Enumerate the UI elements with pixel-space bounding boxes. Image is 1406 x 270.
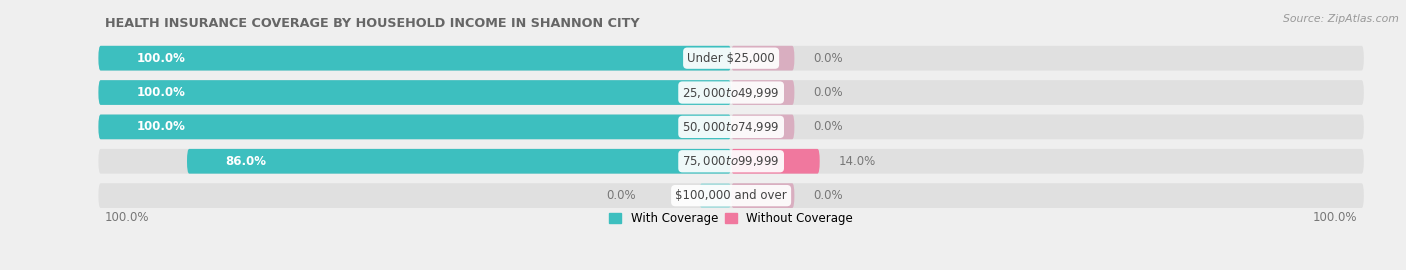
Text: Source: ZipAtlas.com: Source: ZipAtlas.com [1284,14,1399,23]
Text: 14.0%: 14.0% [838,155,876,168]
Text: 0.0%: 0.0% [813,86,844,99]
FancyBboxPatch shape [731,183,794,208]
Text: 0.0%: 0.0% [606,189,636,202]
Text: $50,000 to $74,999: $50,000 to $74,999 [682,120,780,134]
Text: 0.0%: 0.0% [813,189,844,202]
Text: 100.0%: 100.0% [104,211,149,224]
FancyBboxPatch shape [98,46,1364,70]
Text: Under $25,000: Under $25,000 [688,52,775,65]
Text: $100,000 and over: $100,000 and over [675,189,787,202]
Text: 100.0%: 100.0% [136,52,186,65]
FancyBboxPatch shape [98,149,1364,174]
Text: 0.0%: 0.0% [813,52,844,65]
FancyBboxPatch shape [98,80,1364,105]
FancyBboxPatch shape [187,149,731,174]
FancyBboxPatch shape [98,80,731,105]
Text: 100.0%: 100.0% [136,86,186,99]
Text: 0.0%: 0.0% [813,120,844,133]
FancyBboxPatch shape [699,183,731,208]
FancyBboxPatch shape [98,114,1364,139]
FancyBboxPatch shape [731,46,794,70]
Text: $25,000 to $49,999: $25,000 to $49,999 [682,86,780,100]
FancyBboxPatch shape [98,46,731,70]
FancyBboxPatch shape [98,183,1364,208]
FancyBboxPatch shape [731,80,794,105]
FancyBboxPatch shape [731,114,794,139]
Text: 100.0%: 100.0% [136,120,186,133]
Text: 86.0%: 86.0% [225,155,266,168]
Text: $75,000 to $99,999: $75,000 to $99,999 [682,154,780,168]
FancyBboxPatch shape [98,114,731,139]
Text: HEALTH INSURANCE COVERAGE BY HOUSEHOLD INCOME IN SHANNON CITY: HEALTH INSURANCE COVERAGE BY HOUSEHOLD I… [104,17,640,30]
FancyBboxPatch shape [731,149,820,174]
Legend: With Coverage, Without Coverage: With Coverage, Without Coverage [609,212,853,225]
Text: 100.0%: 100.0% [1313,211,1358,224]
